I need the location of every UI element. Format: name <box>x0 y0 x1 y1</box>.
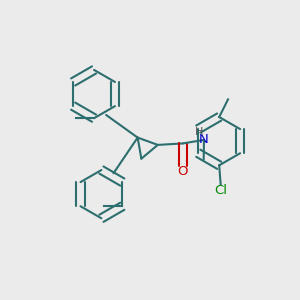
Text: O: O <box>178 166 188 178</box>
Text: N: N <box>199 133 209 146</box>
Text: H: H <box>194 127 203 137</box>
Text: Cl: Cl <box>214 184 227 197</box>
